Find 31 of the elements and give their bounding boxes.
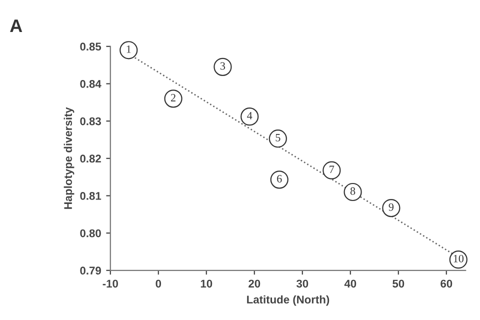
y-tick-label: 0.80 xyxy=(80,229,101,238)
x-tick-label: 20 xyxy=(248,280,260,288)
annotation: 6 xyxy=(277,174,282,182)
point xyxy=(164,90,182,108)
annotation: 5 xyxy=(276,134,280,142)
y-tick-label: 0.83 xyxy=(80,117,101,126)
annotation: 3 xyxy=(220,62,226,70)
y-tick-label: 0.82 xyxy=(80,154,101,163)
x-tick-label: 40 xyxy=(344,280,356,288)
x-axis-title: Latitude (North) xyxy=(247,295,330,306)
annotation: 10 xyxy=(454,254,464,262)
y-tick-label: 0.85 xyxy=(80,42,102,51)
x-tick-label: 30 xyxy=(296,280,308,288)
x-tick-label: 0 xyxy=(156,280,162,288)
y-tick-label: 0.84 xyxy=(80,80,102,88)
annotation: 1 xyxy=(126,45,131,53)
x-tick-label: 50 xyxy=(392,280,404,288)
annotation: 2 xyxy=(170,94,176,102)
x-tick-label: -10 xyxy=(102,280,118,288)
y-tick-label: 0.79 xyxy=(80,266,101,275)
chart-title: A xyxy=(10,20,22,32)
x-tick-label: 10 xyxy=(200,280,212,288)
annotation: 4 xyxy=(247,112,252,120)
x-tick-label: 60 xyxy=(440,280,452,288)
point xyxy=(120,41,138,60)
y-axis-title: Haplotype diversity xyxy=(64,107,74,209)
annotation: 8 xyxy=(350,187,356,195)
y-tick-label: 0.81 xyxy=(80,192,102,200)
annotation: 7 xyxy=(330,166,334,174)
annotation: 9 xyxy=(388,203,394,211)
point xyxy=(322,161,341,180)
